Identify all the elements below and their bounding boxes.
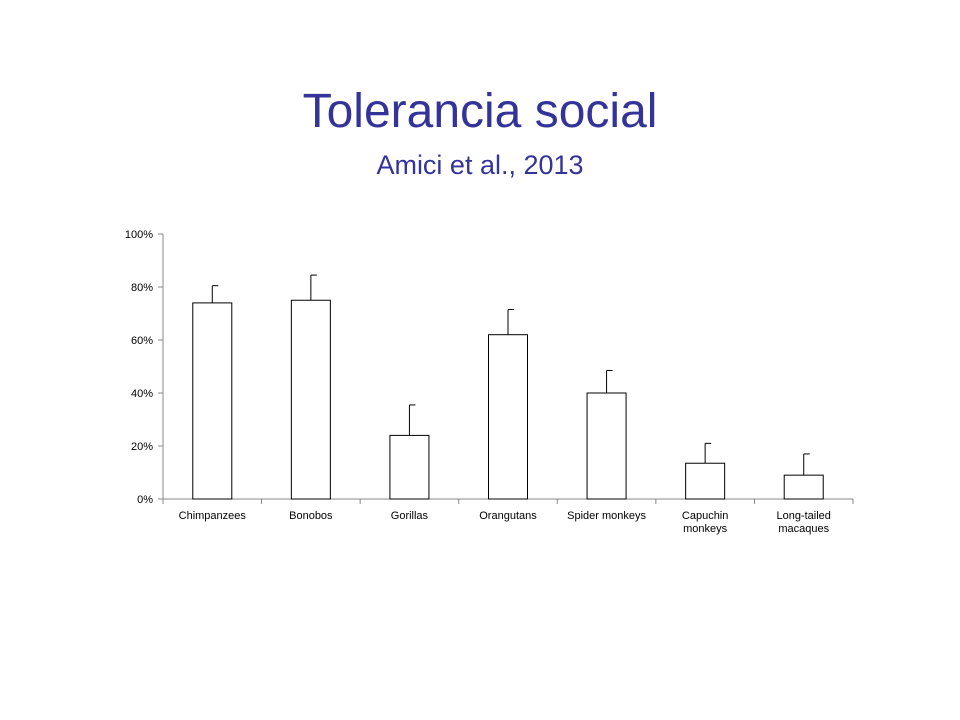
slide-subtitle: Amici et al., 2013 [376, 150, 584, 180]
y-tick-label: 60% [131, 335, 153, 347]
y-tick-label: 20% [131, 441, 153, 453]
y-tick-label: 40% [131, 388, 153, 400]
bar [586, 392, 627, 500]
bar [290, 299, 331, 500]
bar [389, 434, 430, 500]
bar [488, 334, 528, 500]
x-tick-label: Long-tailed macaques [776, 510, 830, 535]
slide-title: Tolerancia social [302, 85, 658, 138]
y-tick-label: 0% [137, 494, 153, 506]
bar [783, 474, 824, 500]
x-tick-label: Chimpanzees [179, 510, 247, 522]
x-tick-label: Capuchin monkeys [682, 510, 728, 535]
x-tick-label: Gorillas [391, 510, 429, 522]
bar [685, 462, 726, 500]
x-tick-label: Orangutans [479, 510, 537, 522]
bar [192, 302, 233, 500]
y-tick-label: 80% [131, 282, 153, 294]
x-tick-label: Spider monkeys [567, 510, 646, 522]
x-tick-label: Bonobos [289, 510, 333, 522]
y-tick-label: 100% [125, 229, 153, 241]
